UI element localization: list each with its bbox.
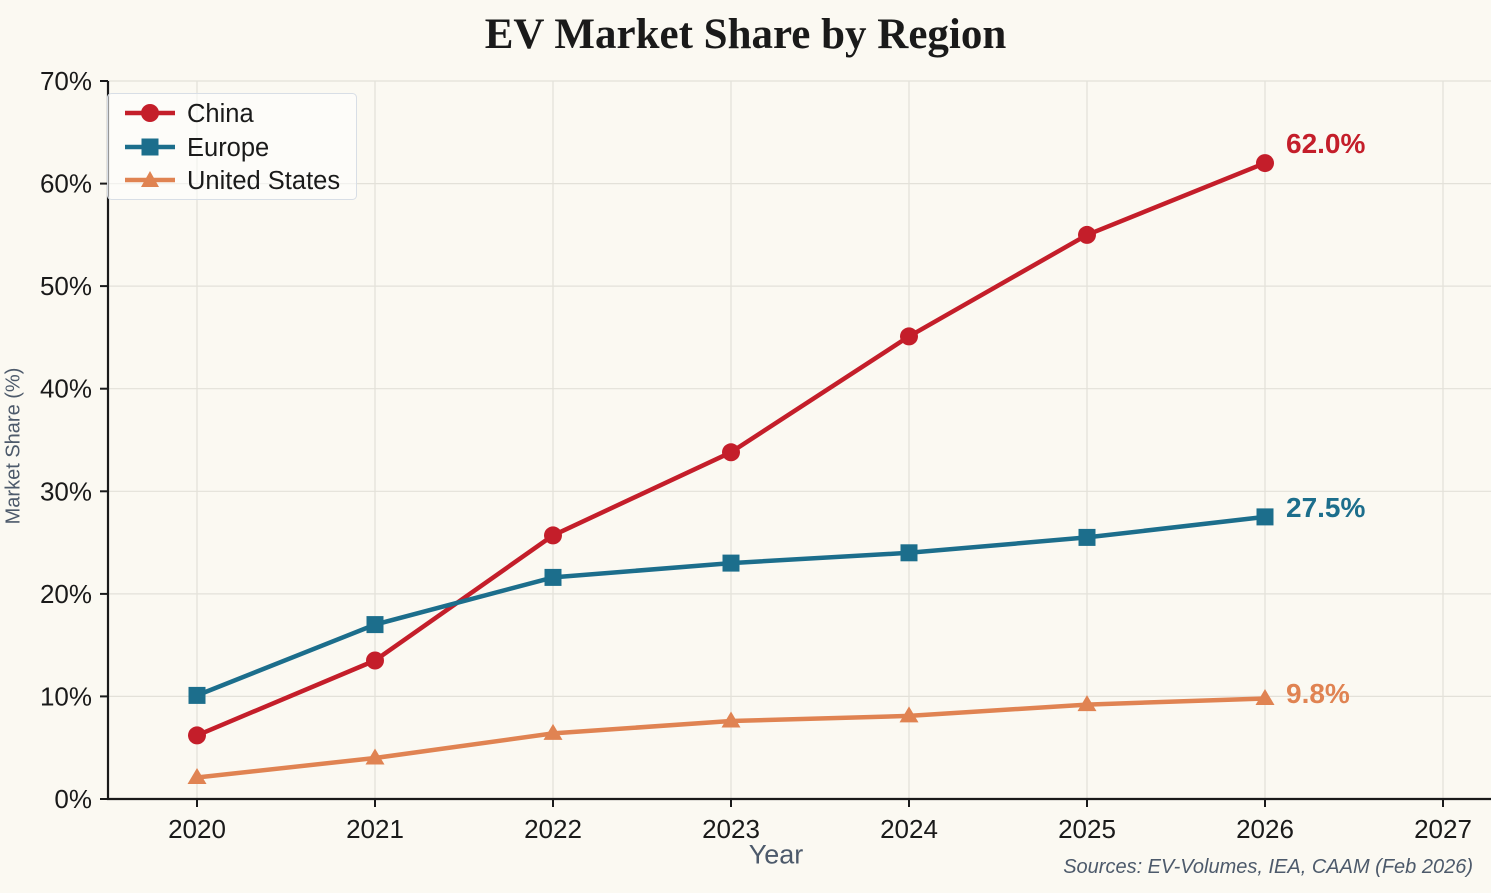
svg-text:10%: 10% (40, 681, 92, 711)
svg-text:2024: 2024 (880, 814, 938, 844)
svg-text:2026: 2026 (1236, 814, 1294, 844)
svg-text:United States: United States (187, 167, 340, 195)
svg-text:50%: 50% (40, 271, 92, 301)
svg-text:70%: 70% (40, 66, 92, 96)
svg-text:60%: 60% (40, 169, 92, 199)
svg-text:2025: 2025 (1058, 814, 1116, 844)
svg-text:2022: 2022 (524, 814, 582, 844)
svg-text:2027: 2027 (1414, 814, 1472, 844)
svg-text:40%: 40% (40, 374, 92, 404)
svg-text:China: China (187, 100, 254, 128)
svg-text:30%: 30% (40, 476, 92, 506)
svg-text:Europe: Europe (187, 134, 269, 162)
svg-text:0%: 0% (54, 784, 92, 814)
svg-text:20%: 20% (40, 579, 92, 609)
svg-text:2020: 2020 (168, 814, 226, 844)
svg-text:2021: 2021 (346, 814, 404, 844)
